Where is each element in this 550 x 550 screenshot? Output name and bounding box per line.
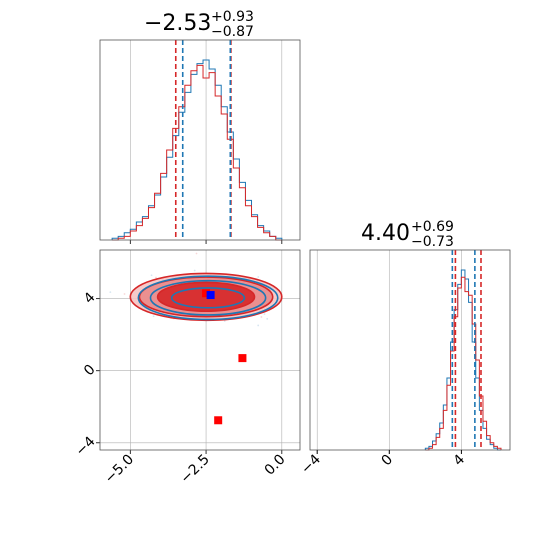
scatter-point: [195, 252, 198, 255]
blue-contour-1: [149, 279, 267, 316]
title-param1-plus: +0.93: [211, 9, 254, 25]
title-param2-plus: +0.69: [411, 219, 454, 235]
hist1-frame: [99, 39, 301, 241]
scatter-point: [223, 320, 226, 322]
hist1-series-1: [112, 64, 282, 241]
scatter-point: [65, 308, 67, 310]
scatter-point: [155, 276, 157, 279]
title-param1: −2.53 +0.93 −0.87: [144, 9, 254, 40]
hist1-series-0: [111, 59, 283, 240]
blue-contour-2: [170, 287, 246, 309]
marker-0: [238, 354, 247, 363]
scatter-point: [257, 324, 260, 327]
scatter-point: [257, 276, 260, 278]
hist2-xtick-label-1: 0: [378, 452, 396, 470]
hist2-series-1: [425, 276, 502, 451]
marker-2: [202, 289, 211, 298]
title-param2-value: 4.40: [361, 221, 410, 246]
contour-xtick-label-0: −5.0: [102, 452, 137, 487]
contour-panel: −5.0 −2.5 0.0 −4 0 4: [65, 249, 301, 487]
contour-ytick-label-0: −4: [73, 434, 99, 460]
scatter-point: [260, 316, 263, 318]
contour-plot-area: [65, 252, 283, 425]
contour-ytick-label-2: 4: [81, 289, 99, 307]
title-param1-minus: −0.87: [211, 24, 254, 40]
hist2-frame: [309, 249, 511, 451]
scatter-point: [150, 274, 153, 277]
title-param2-minus: −0.73: [411, 234, 454, 250]
histogram-panel-param1: [99, 39, 301, 244]
title-param2: 4.40 +0.69 −0.73: [361, 219, 454, 250]
blue-contour-0: [137, 275, 279, 321]
marker-3: [206, 291, 215, 300]
scatter-point: [266, 317, 269, 320]
scatter-point: [123, 293, 126, 295]
scatter-point: [193, 269, 196, 272]
contour-xtick-label-2: 0.0: [262, 452, 289, 479]
histogram-panel-param2: −4 0 4: [298, 249, 511, 477]
hist2-xtick-label-0: −4: [298, 451, 324, 477]
contour-xtick-label-1: −2.5: [178, 452, 213, 487]
hist2-series-0: [424, 269, 501, 451]
title-param1-value: −2.53: [144, 11, 211, 36]
scatter-point: [109, 291, 112, 294]
contour-frame: [99, 249, 301, 451]
scatter-point: [152, 315, 155, 318]
hist2-xtick-label-2: 4: [451, 451, 469, 469]
scatter-point: [263, 313, 266, 316]
marker-1: [214, 416, 223, 425]
contour-ytick-label-1: 0: [81, 362, 99, 380]
